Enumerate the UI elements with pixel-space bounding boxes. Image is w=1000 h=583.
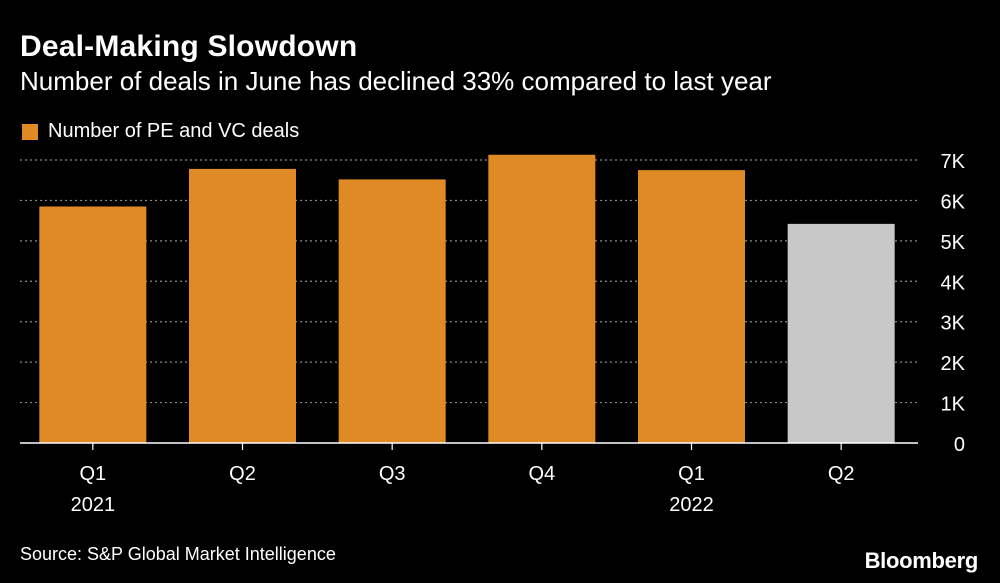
y-tick-label: 2K — [941, 353, 966, 375]
x-tick-label: Q1 — [79, 463, 106, 485]
x-tick-label: Q2 — [229, 463, 256, 485]
bar — [39, 206, 147, 443]
legend-label: Number of PE and VC deals — [48, 120, 300, 142]
y-tick-label: 7K — [941, 151, 966, 173]
y-tick-label: 5K — [941, 232, 966, 254]
y-tick-label: 4K — [941, 272, 966, 294]
y-tick-label: 1K — [941, 394, 966, 416]
legend-swatch — [22, 123, 38, 140]
bar — [488, 154, 596, 443]
x-tick-label: Q2 — [828, 463, 855, 485]
y-tick-label: 3K — [941, 313, 966, 335]
bar — [189, 168, 296, 443]
bloomberg-logo: Bloomberg — [864, 548, 979, 573]
source-note: Source: S&P Global Market Intelligence — [20, 544, 336, 564]
x-year-label: 2022 — [669, 494, 714, 516]
x-tick-label: Q3 — [379, 463, 406, 485]
chart-subtitle: Number of deals in June has declined 33%… — [20, 66, 772, 96]
legend: Number of PE and VC deals — [22, 120, 299, 143]
chart-title: Deal-Making Slowdown — [20, 30, 358, 63]
bar — [338, 179, 446, 444]
x-year-label: 2021 — [71, 494, 116, 516]
bar — [787, 223, 895, 443]
y-tick-label: 0 — [954, 434, 965, 456]
x-tick-label: Q1 — [678, 463, 705, 485]
y-tick-label: 6K — [941, 191, 966, 213]
x-tick-label: Q4 — [528, 463, 555, 485]
bar — [638, 170, 745, 443]
